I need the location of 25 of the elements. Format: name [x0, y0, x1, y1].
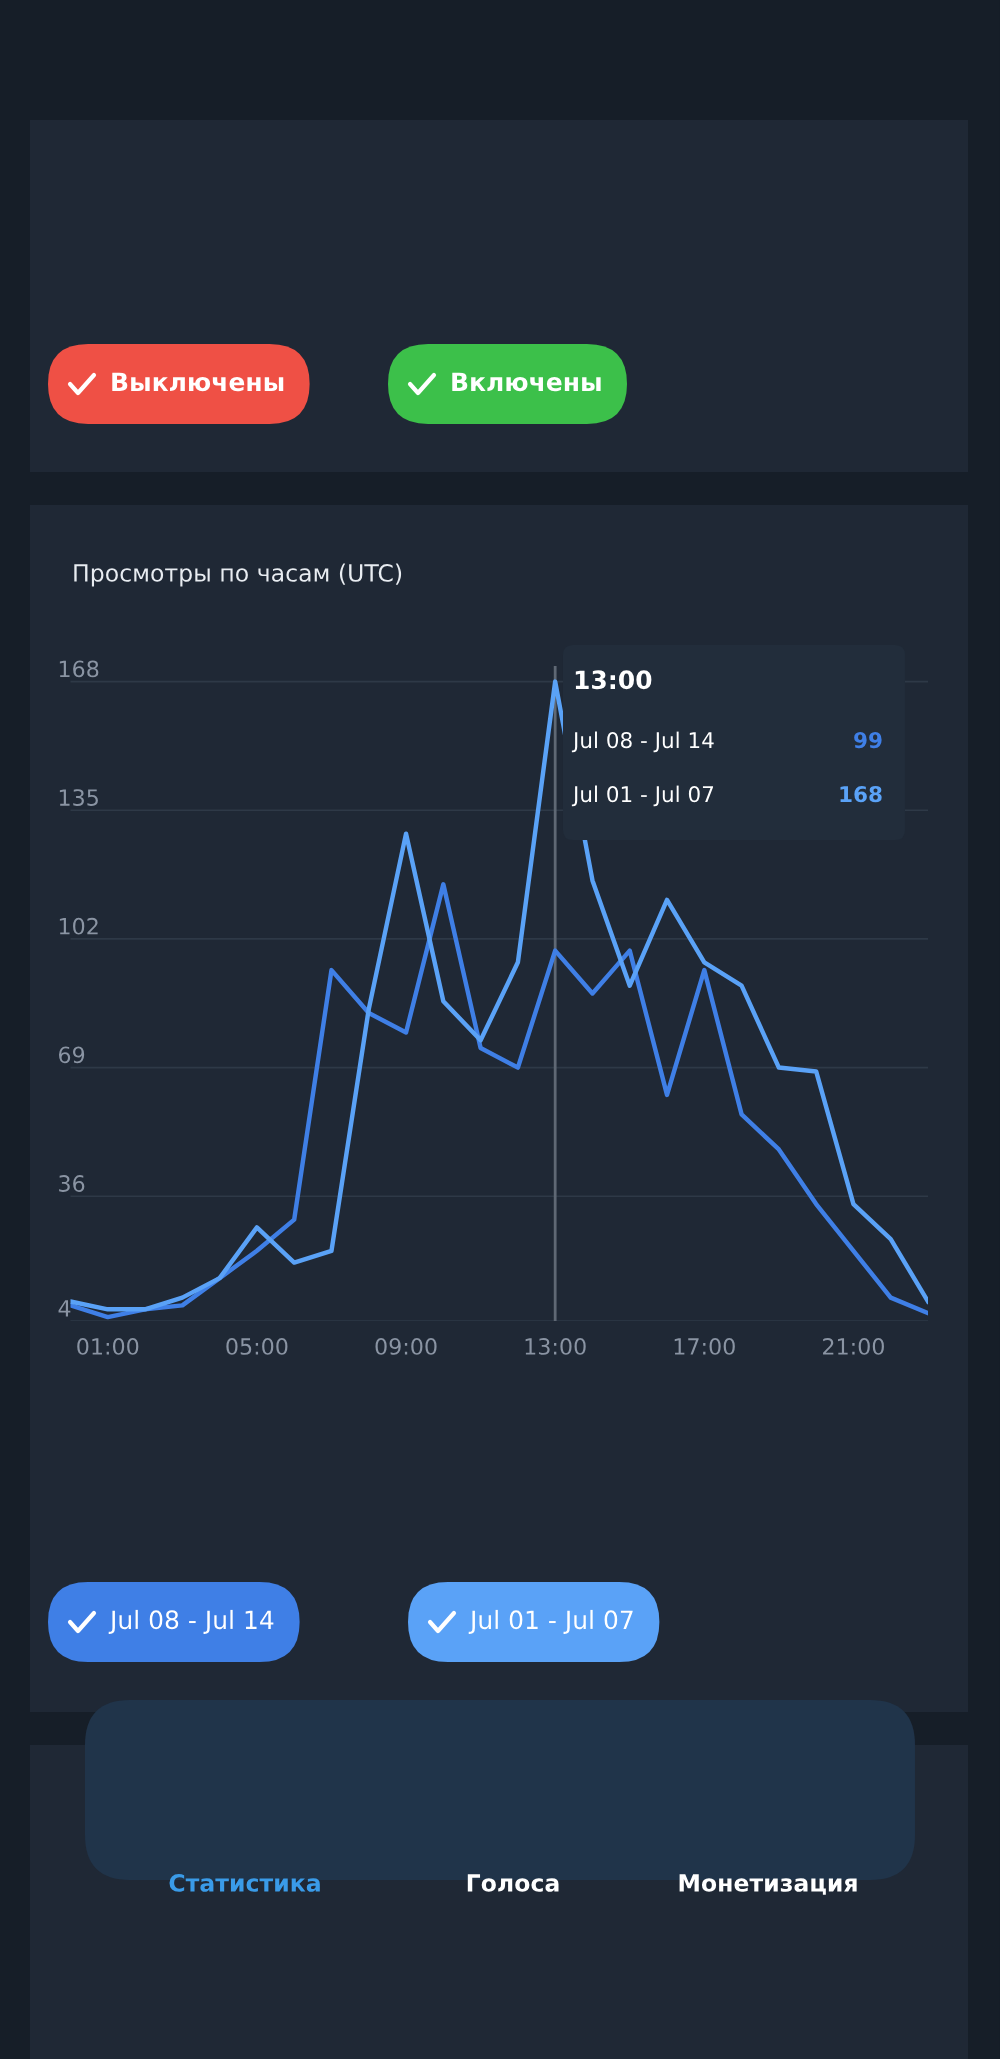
text: Выключены — [112, 372, 284, 392]
y-tick-label: 4 — [58, 1300, 71, 1317]
annotation: 99 — [854, 731, 882, 749]
y-tick-label: 168 — [59, 660, 99, 678]
y-tick-label: 135 — [59, 789, 98, 806]
y-tick-label: 36 — [59, 1175, 85, 1192]
annotation: 13:00 — [575, 670, 652, 690]
y-tick-label: 69 — [59, 1046, 85, 1064]
x-tick-label: 13:00 — [525, 1338, 586, 1355]
y-tick-label: 102 — [59, 917, 98, 935]
text: Включены — [452, 372, 601, 392]
annotation: Jul 08 - Jul 14 — [571, 731, 714, 753]
annotation: 168 — [840, 785, 882, 803]
text: Jul 08 - Jul 14 — [108, 1609, 274, 1634]
text: Jul 01 - Jul 07 — [468, 1609, 633, 1634]
x-tick-label: 17:00 — [674, 1338, 735, 1355]
annotation: Jul 01 - Jul 07 — [571, 785, 714, 807]
text: Монетизация — [679, 1874, 857, 1895]
x-tick-label: 05:00 — [226, 1338, 288, 1355]
x-tick-label: 01:00 — [77, 1338, 139, 1355]
text: Голоса — [467, 1874, 559, 1892]
chart-title: Просмотры по часам (UTC) — [74, 563, 402, 587]
x-tick-label: 09:00 — [375, 1338, 437, 1355]
text: Статистика — [169, 1873, 320, 1892]
x-tick-label: 21:00 — [823, 1338, 884, 1355]
